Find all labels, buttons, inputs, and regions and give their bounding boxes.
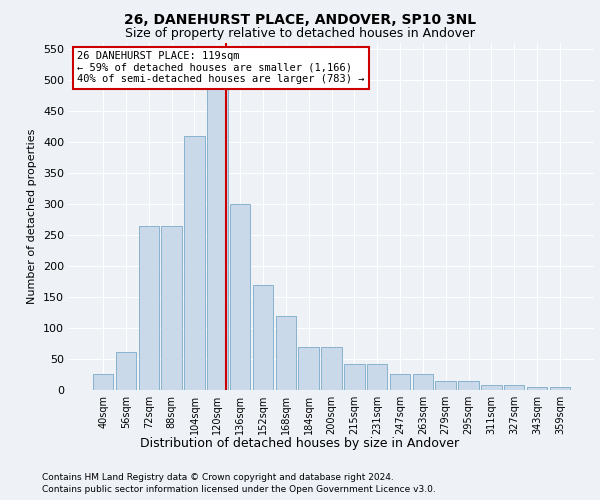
Bar	[504, 385, 524, 390]
Bar	[253, 284, 273, 390]
Bar	[436, 380, 456, 390]
Bar	[321, 346, 342, 390]
Bar	[481, 385, 502, 390]
Bar	[344, 364, 365, 390]
Bar	[390, 374, 410, 390]
Bar	[458, 380, 479, 390]
Text: 26 DANEHURST PLACE: 119sqm
← 59% of detached houses are smaller (1,166)
40% of s: 26 DANEHURST PLACE: 119sqm ← 59% of deta…	[77, 51, 364, 84]
Bar	[550, 387, 570, 390]
Bar	[207, 74, 227, 390]
Bar	[139, 226, 159, 390]
Bar	[298, 346, 319, 390]
Bar	[527, 387, 547, 390]
Y-axis label: Number of detached properties: Number of detached properties	[28, 128, 37, 304]
Bar	[184, 136, 205, 390]
Text: Contains public sector information licensed under the Open Government Licence v3: Contains public sector information licen…	[42, 485, 436, 494]
Text: Distribution of detached houses by size in Andover: Distribution of detached houses by size …	[140, 438, 460, 450]
Bar	[230, 204, 250, 390]
Text: 26, DANEHURST PLACE, ANDOVER, SP10 3NL: 26, DANEHURST PLACE, ANDOVER, SP10 3NL	[124, 12, 476, 26]
Bar	[413, 374, 433, 390]
Bar	[93, 374, 113, 390]
Bar	[116, 352, 136, 390]
Bar	[275, 316, 296, 390]
Text: Size of property relative to detached houses in Andover: Size of property relative to detached ho…	[125, 28, 475, 40]
Text: Contains HM Land Registry data © Crown copyright and database right 2024.: Contains HM Land Registry data © Crown c…	[42, 472, 394, 482]
Bar	[367, 364, 388, 390]
Bar	[161, 226, 182, 390]
